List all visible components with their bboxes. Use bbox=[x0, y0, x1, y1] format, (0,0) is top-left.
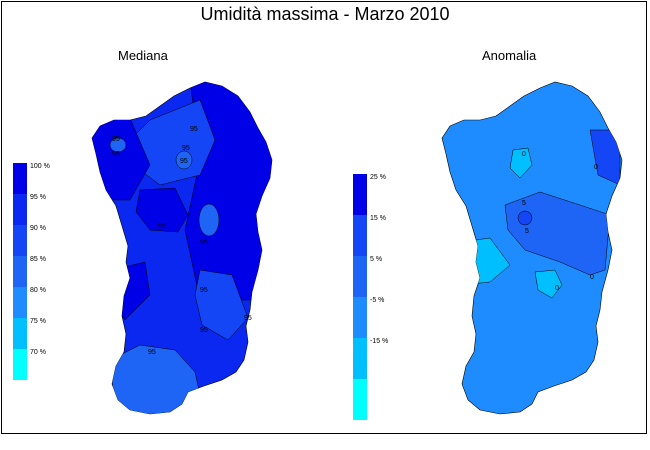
median-contour-label: 95 bbox=[200, 327, 208, 334]
anomaly-legend-swatch bbox=[353, 256, 367, 297]
median-pocket-1 bbox=[198, 203, 220, 237]
median-pocket-2 bbox=[175, 150, 193, 170]
median-legend-swatch bbox=[13, 349, 27, 380]
anomaly-legend-tick-label: -5 % bbox=[370, 297, 384, 304]
median-legend-tick-label: 85 % bbox=[30, 256, 46, 263]
median-legend-swatch bbox=[13, 163, 27, 194]
panel-label-anomaly: Anomalia bbox=[482, 48, 537, 63]
anomaly-pocket-north bbox=[509, 147, 533, 179]
anomaly-contour-label: 5 bbox=[522, 200, 526, 207]
anomaly-legend-swatch bbox=[353, 297, 367, 338]
median-legend-swatch bbox=[13, 256, 27, 287]
anomaly-legend-swatch bbox=[353, 338, 367, 379]
median-legend-swatch bbox=[13, 318, 27, 349]
anomaly-contour-label: 5 bbox=[525, 228, 529, 235]
anomaly-pocket-center bbox=[517, 210, 533, 226]
median-contour-label: 95 bbox=[244, 315, 252, 322]
anomaly-legend-tick-label: 5 % bbox=[370, 256, 382, 263]
anomaly-map: 0 5 5 0 0 0 bbox=[441, 81, 623, 415]
median-legend-swatch bbox=[13, 194, 27, 225]
median-zone-central bbox=[135, 187, 189, 233]
anomaly-legend: 25 % 15 % 5 % -5 % -15 % bbox=[353, 174, 388, 420]
median-legend-swatch bbox=[13, 225, 27, 256]
median-legend-swatch bbox=[13, 287, 27, 318]
anomaly-zone-5pct bbox=[504, 191, 611, 276]
median-contour-label: 95 bbox=[112, 136, 120, 143]
median-legend-tick-label: 70 % bbox=[30, 349, 46, 356]
median-contour-label: 95 bbox=[112, 151, 120, 158]
anomaly-legend-swatch bbox=[353, 215, 367, 256]
anomaly-legend-swatch bbox=[353, 174, 367, 215]
median-legend-tick-label: 80 % bbox=[30, 287, 46, 294]
median-contour-label: 95 bbox=[200, 239, 208, 246]
median-contour-label: 95 bbox=[182, 145, 190, 152]
median-legend-tick-label: 75 % bbox=[30, 318, 46, 325]
median-zone-southeast bbox=[194, 269, 249, 341]
anomaly-legend-swatch bbox=[353, 379, 367, 420]
anomaly-legend-tick-label: -15 % bbox=[370, 338, 388, 345]
median-legend-tick-label: 100 % bbox=[30, 163, 50, 170]
median-contour-label: 95 bbox=[148, 349, 156, 356]
median-contour-label: 95 bbox=[190, 126, 198, 133]
median-map: 95 95 95 95 95 95 95 95 95 95 95 bbox=[91, 81, 273, 415]
panel-label-median: Mediana bbox=[118, 48, 168, 63]
median-legend-tick-label: 95 % bbox=[30, 194, 46, 201]
median-legend-tick-label: 90 % bbox=[30, 225, 46, 232]
median-pocket-3 bbox=[109, 137, 127, 153]
median-legend: 100 % 95 % 90 % 85 % 80 % 75 % 70 % bbox=[13, 163, 50, 380]
figure-title: Umidità massima - Marzo 2010 bbox=[200, 4, 450, 24]
median-contour-label: 95 bbox=[158, 223, 166, 230]
anomaly-contour-label: 0 bbox=[522, 151, 526, 158]
anomaly-pocket-south bbox=[534, 269, 563, 299]
anomaly-legend-tick-label: 25 % bbox=[370, 174, 386, 181]
median-contour-label: 95 bbox=[180, 158, 188, 165]
anomaly-legend-tick-label: 15 % bbox=[370, 215, 386, 222]
figure-frame bbox=[1, 1, 647, 434]
anomaly-contour-label: 0 bbox=[555, 285, 559, 292]
anomaly-contour-label: 0 bbox=[594, 164, 598, 171]
median-contour-label: 95 bbox=[200, 287, 208, 294]
anomaly-contour-label: 0 bbox=[590, 274, 594, 281]
